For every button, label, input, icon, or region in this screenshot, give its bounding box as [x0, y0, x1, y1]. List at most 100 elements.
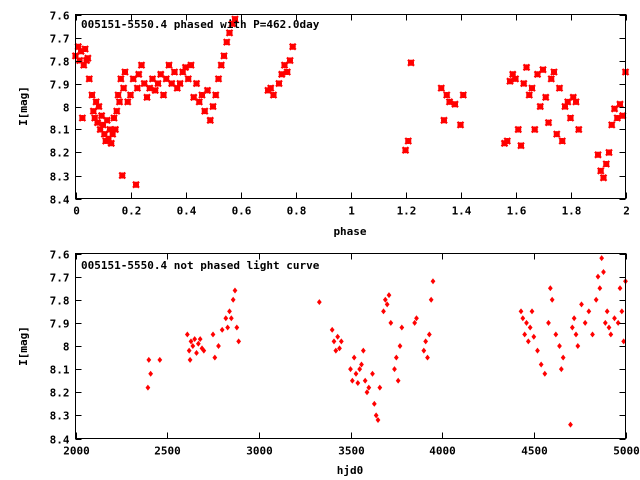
phased-y-tick-label: 8.4 — [50, 194, 70, 207]
unphased-data-point — [230, 296, 236, 303]
unphased-data-point — [575, 343, 581, 349]
phased-data-point — [143, 93, 151, 102]
phased-x-tick-label: 0 — [73, 205, 80, 218]
phased-data-point — [85, 75, 94, 83]
unphased-data-point — [228, 315, 234, 322]
phased-y-tick-label: 7.7 — [50, 33, 70, 46]
unphased-data-point — [223, 315, 229, 322]
phased-x-ticks: 0 0.2 0.4 0.6 0.8 1 1.2 1.4 1.6 1.8 2 — [73, 14, 630, 218]
phased-data-point — [103, 116, 111, 125]
phased-data-point — [525, 91, 534, 99]
unphased-data-point — [393, 354, 399, 361]
unphased-data-point — [414, 315, 419, 322]
unphased-data-point — [227, 308, 232, 315]
unphased-data-point — [384, 301, 390, 308]
phased-plot-frame — [75, 14, 626, 199]
phased-data-point — [184, 75, 193, 83]
phased-data-point — [123, 98, 132, 106]
phased-data-point — [79, 61, 88, 69]
phased-data-point — [133, 84, 142, 92]
unphased-data-point — [349, 377, 355, 384]
phased-data-point — [92, 98, 100, 106]
phased-data-point — [119, 84, 128, 92]
phased-data-point — [206, 116, 215, 125]
phased-x-tick-label: 1.8 — [562, 205, 582, 218]
unphased-chart-title: 005151-5550.4 not phased light curve — [81, 259, 320, 272]
phased-data-point — [129, 75, 138, 83]
unphased-data-point — [525, 338, 531, 345]
phased-data-point — [132, 180, 140, 189]
phased-data-point — [440, 116, 448, 125]
phased-data-point — [275, 79, 283, 88]
phased-data-point — [115, 98, 124, 106]
phased-data-point — [96, 125, 105, 134]
unphased-data-point — [360, 347, 366, 354]
phased-data-point — [456, 121, 465, 129]
phased-y-tick-label: 8.2 — [50, 147, 70, 160]
phased-x-tick-label: 1.4 — [452, 205, 472, 218]
phased-data-point — [162, 75, 171, 83]
phased-data-point — [108, 130, 117, 138]
unphased-data-point — [423, 338, 429, 345]
phased-y-tick-label: 8.3 — [50, 171, 70, 184]
phased-y-tick-label: 8.1 — [50, 124, 70, 137]
phased-data-point — [613, 114, 622, 122]
phased-data-point — [572, 98, 580, 106]
unphased-data-point — [232, 287, 238, 294]
phased-data-point — [189, 93, 198, 102]
unphased-x-ticks: 2000 2500 3000 3500 4000 4500 5000 — [63, 253, 640, 458]
phased-data-point — [610, 105, 619, 113]
phased-data-point — [442, 91, 451, 99]
unphased-data-point — [219, 326, 225, 333]
unphased-data-point — [195, 340, 201, 347]
unphased-data-point — [382, 296, 388, 303]
phased-chart: 0 0.2 0.4 0.6 0.8 1 1.2 1.4 1.6 1.8 2 7.6 7.7 7.8 7.9… — [17, 10, 630, 239]
unphased-data-point — [316, 299, 322, 306]
phased-data-point — [552, 130, 561, 138]
unphased-x-axis-label: hjd0 — [337, 464, 364, 477]
phased-data-point — [95, 102, 103, 111]
unphased-data-point — [216, 343, 221, 349]
phased-plot-points — [71, 15, 630, 189]
phased-data-point — [140, 79, 149, 88]
phased-data-point — [286, 56, 294, 65]
unphased-data-point — [529, 308, 535, 315]
phased-chart-title: 005151-5550.4 phased with P=462.0day — [81, 18, 320, 31]
phased-data-point — [214, 75, 223, 83]
phased-data-point — [277, 70, 286, 79]
unphased-data-point — [606, 324, 612, 331]
phased-x-tick-label: 0.2 — [122, 205, 142, 218]
unphased-data-point — [197, 336, 203, 343]
phased-x-tick-label: 1.2 — [397, 205, 417, 218]
phased-data-point — [519, 79, 528, 88]
phased-data-point — [550, 68, 558, 76]
phased-data-point — [599, 174, 608, 182]
phased-data-point — [558, 137, 567, 145]
phased-data-point — [107, 139, 116, 148]
phased-data-point — [266, 84, 275, 92]
unphased-data-point — [421, 347, 427, 354]
phased-data-point — [283, 68, 292, 76]
phased-data-point — [209, 102, 217, 111]
unphased-data-point — [527, 324, 533, 331]
unphased-data-point — [371, 400, 377, 407]
phased-data-point — [84, 54, 92, 62]
unphased-data-point — [582, 319, 588, 326]
unphased-data-point — [412, 319, 418, 326]
phased-data-point — [566, 114, 575, 122]
phased-data-point — [181, 63, 190, 72]
phased-data-point — [145, 84, 154, 92]
phased-data-point — [192, 79, 201, 88]
unphased-data-point — [184, 331, 190, 338]
phased-data-point — [111, 125, 120, 134]
phased-x-tick-label: 2 — [623, 205, 630, 218]
unphased-data-point — [601, 269, 606, 275]
unphased-data-point — [338, 338, 344, 345]
phased-data-point — [269, 91, 278, 99]
unphased-data-point — [194, 349, 199, 356]
phased-data-point — [596, 167, 605, 175]
unphased-data-point — [146, 356, 152, 363]
unphased-y-axis-label: I[mag] — [17, 326, 30, 366]
phased-data-point — [151, 86, 160, 95]
unphased-x-tick-label: 5000 — [613, 445, 640, 458]
